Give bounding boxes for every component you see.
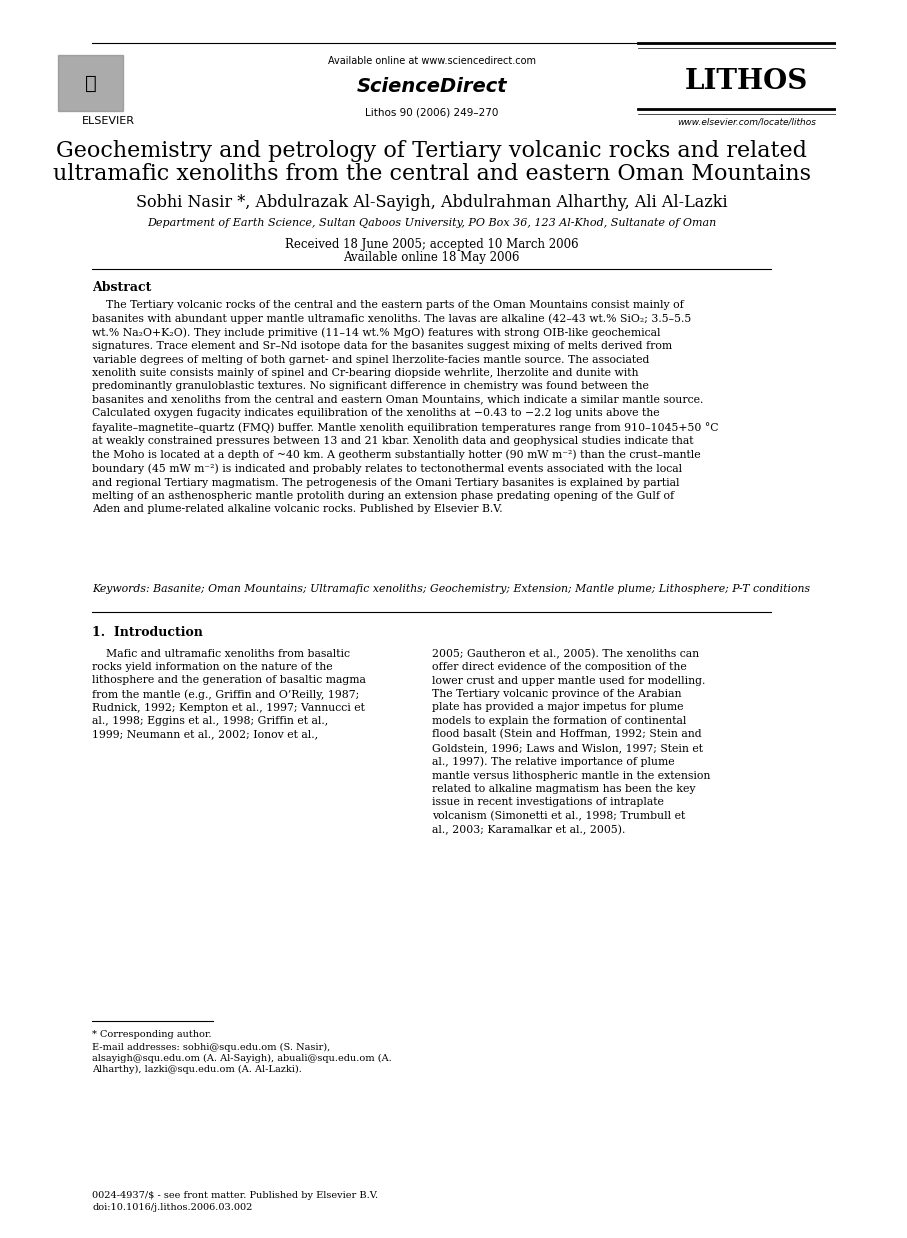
Text: Available online 18 May 2006: Available online 18 May 2006 <box>344 251 520 265</box>
Text: Mafic and ultramafic xenoliths from basaltic
rocks yield information on the natu: Mafic and ultramafic xenoliths from basa… <box>93 649 366 739</box>
Text: Sobhi Nasir *, Abdulrazak Al-Sayigh, Abdulrahman Alharthy, Ali Al-Lazki: Sobhi Nasir *, Abdulrazak Al-Sayigh, Abd… <box>136 194 727 212</box>
Text: Available online at www.sciencedirect.com: Available online at www.sciencedirect.co… <box>327 56 535 66</box>
Text: ELSEVIER: ELSEVIER <box>82 116 135 126</box>
Text: 🌳: 🌳 <box>85 73 96 93</box>
Text: www.elsevier.com/locate/lithos: www.elsevier.com/locate/lithos <box>678 118 816 126</box>
Text: Keywords: Basanite; Oman Mountains; Ultramafic xenoliths; Geochemistry; Extensio: Keywords: Basanite; Oman Mountains; Ultr… <box>93 584 810 594</box>
Text: Abstract: Abstract <box>93 281 151 295</box>
Text: Lithos 90 (2006) 249–270: Lithos 90 (2006) 249–270 <box>365 108 498 118</box>
Text: 2005; Gautheron et al., 2005). The xenoliths can
offer direct evidence of the co: 2005; Gautheron et al., 2005). The xenol… <box>432 649 710 834</box>
Text: ScienceDirect: ScienceDirect <box>356 77 507 95</box>
Text: 1.  Introduction: 1. Introduction <box>93 626 203 640</box>
Text: doi:10.1016/j.lithos.2006.03.002: doi:10.1016/j.lithos.2006.03.002 <box>93 1203 252 1212</box>
Text: 0024-4937/$ - see front matter. Published by Elsevier B.V.: 0024-4937/$ - see front matter. Publishe… <box>93 1191 378 1200</box>
Bar <box>58 54 123 110</box>
Text: Department of Earth Science, Sultan Qaboos University, PO Box 36, 123 Al-Khod, S: Department of Earth Science, Sultan Qabo… <box>147 218 717 228</box>
Text: Geochemistry and petrology of Tertiary volcanic rocks and related: Geochemistry and petrology of Tertiary v… <box>56 140 807 162</box>
Text: Received 18 June 2005; accepted 10 March 2006: Received 18 June 2005; accepted 10 March… <box>285 238 579 251</box>
Text: ultramafic xenoliths from the central and eastern Oman Mountains: ultramafic xenoliths from the central an… <box>53 163 811 186</box>
Text: LITHOS: LITHOS <box>685 68 808 95</box>
Text: * Corresponding author.: * Corresponding author. <box>93 1030 212 1039</box>
Text: E-mail addresses: sobhi@squ.edu.om (S. Nasir),
alsayigh@squ.edu.om (A. Al-Sayigh: E-mail addresses: sobhi@squ.edu.om (S. N… <box>93 1042 392 1075</box>
Text: The Tertiary volcanic rocks of the central and the eastern parts of the Oman Mou: The Tertiary volcanic rocks of the centr… <box>93 300 718 515</box>
